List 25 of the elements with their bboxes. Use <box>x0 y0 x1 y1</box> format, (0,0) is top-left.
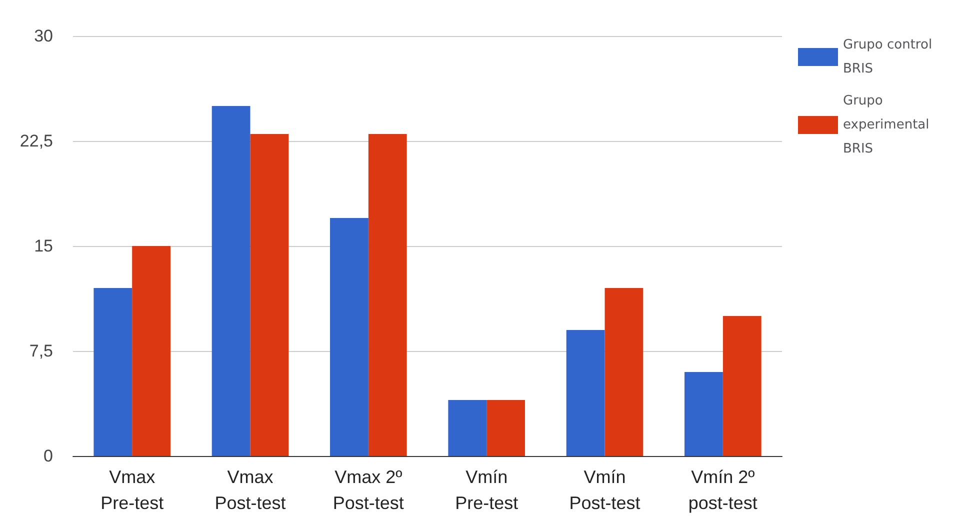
x-tick-label: Vmax 2º Post-test <box>332 467 404 513</box>
y-tick-label: 15 <box>34 236 53 256</box>
bar <box>486 400 525 456</box>
bar <box>566 330 605 456</box>
bar <box>250 134 289 456</box>
x-tick-label: Vmín 2º post-test <box>688 467 758 513</box>
y-tick-label: 0 <box>44 446 53 466</box>
bar <box>722 316 762 456</box>
y-tick-label: 7,5 <box>29 342 53 360</box>
bar <box>94 288 132 456</box>
x-tick-label: Vmín Pre-test <box>455 467 518 513</box>
y-tick-label: 30 <box>34 26 53 46</box>
bar <box>448 400 487 456</box>
bar <box>212 106 250 456</box>
x-tick-label: Vmax Post-test <box>214 467 286 513</box>
legend-label: Grupo experimental BRIS <box>843 94 934 156</box>
bar <box>330 218 368 456</box>
bar <box>132 246 170 456</box>
x-tick-label: Vmín Post-test <box>569 467 640 513</box>
bar <box>684 372 723 456</box>
bar <box>368 134 407 456</box>
legend-label: Grupo control BRIS <box>843 38 936 76</box>
y-tick-label: 22,5 <box>20 132 53 150</box>
bar <box>604 288 644 456</box>
x-tick-label: Vmax Pre-test <box>100 467 164 513</box>
